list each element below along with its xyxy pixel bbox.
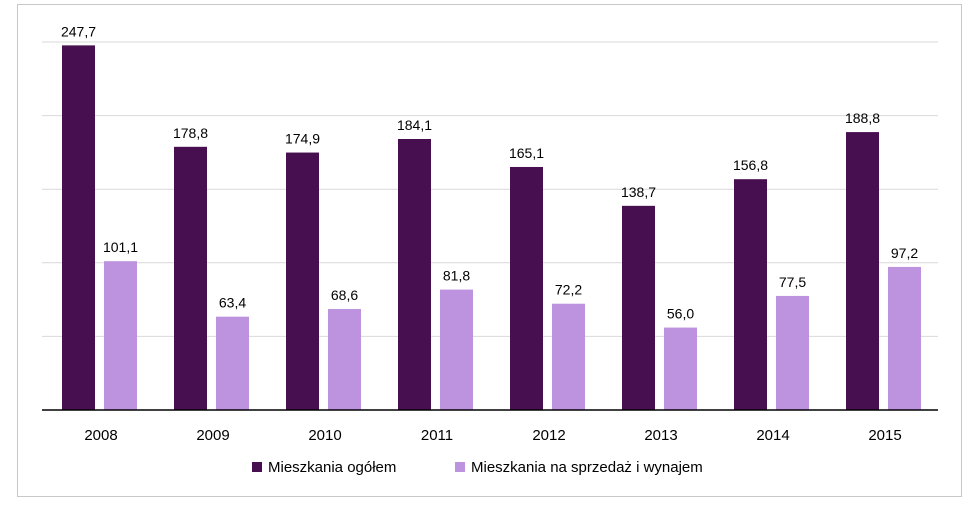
- data-label: 56,0: [667, 306, 694, 322]
- x-tick-label: 2011: [421, 427, 453, 444]
- legend-label: Mieszkania na sprzedaż i wynajem: [471, 459, 703, 476]
- data-label: 188,8: [845, 110, 880, 126]
- data-label: 247,7: [61, 23, 96, 39]
- data-label: 101,1: [103, 239, 138, 255]
- legend-swatch: [252, 462, 262, 472]
- data-label: 178,8: [173, 125, 208, 141]
- data-label: 77,5: [779, 274, 806, 290]
- bar-sale-rent: [552, 303, 585, 410]
- bar-total: [622, 205, 655, 410]
- bar-sale-rent: [216, 316, 249, 410]
- x-tick-label: 2013: [644, 427, 677, 444]
- x-tick-label: 2014: [756, 427, 789, 444]
- x-tick-label: 2008: [84, 427, 117, 444]
- data-label: 156,8: [733, 157, 768, 173]
- data-label: 68,6: [331, 287, 358, 303]
- bar-total: [510, 166, 543, 410]
- x-tick-label: 2012: [532, 427, 565, 444]
- bar-sale-rent: [328, 309, 361, 410]
- bar-sale-rent: [440, 289, 473, 410]
- data-label: 63,4: [219, 295, 246, 311]
- bar-sale-rent: [776, 295, 809, 410]
- legend-label: Mieszkania ogółem: [268, 459, 396, 476]
- bar-total: [62, 45, 95, 411]
- legend-swatch: [455, 462, 465, 472]
- data-label: 174,9: [285, 131, 320, 147]
- bar-total: [174, 146, 207, 410]
- bar-sale-rent: [888, 266, 921, 410]
- data-label: 97,2: [891, 245, 918, 261]
- bar-total: [286, 152, 319, 411]
- bar-sale-rent: [104, 261, 137, 410]
- bar-total: [846, 132, 879, 410]
- bar-total: [734, 179, 767, 410]
- data-label: 138,7: [621, 184, 656, 200]
- x-tick-label: 2009: [196, 427, 229, 444]
- bar-sale-rent: [664, 327, 697, 410]
- x-tick-label: 2015: [868, 427, 901, 444]
- data-label: 81,8: [443, 268, 470, 284]
- data-label: 72,2: [555, 282, 582, 298]
- bar-total: [398, 139, 431, 410]
- data-label: 184,1: [397, 117, 432, 133]
- data-label: 165,1: [509, 145, 544, 161]
- x-tick-label: 2010: [308, 427, 341, 444]
